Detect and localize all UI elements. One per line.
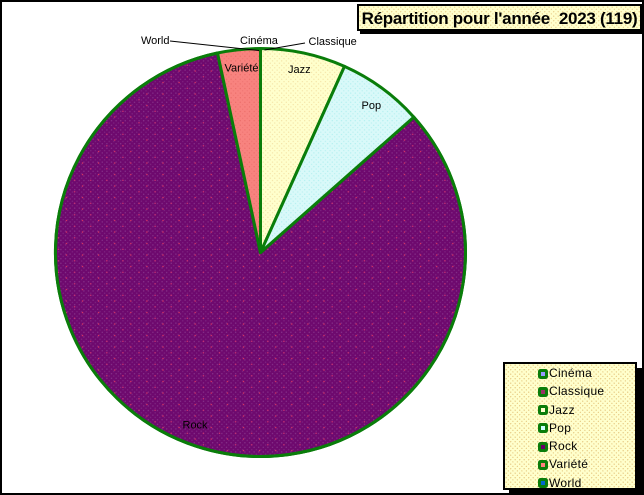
svg-text:Jazz: Jazz [288,64,311,76]
svg-text:Classique: Classique [309,36,357,48]
svg-text:Rock: Rock [183,420,209,432]
svg-text:Variété: Variété [225,63,259,75]
svg-text:Pop: Pop [362,100,382,112]
svg-text:Cinéma: Cinéma [240,35,279,47]
svg-text:World: World [141,35,170,47]
